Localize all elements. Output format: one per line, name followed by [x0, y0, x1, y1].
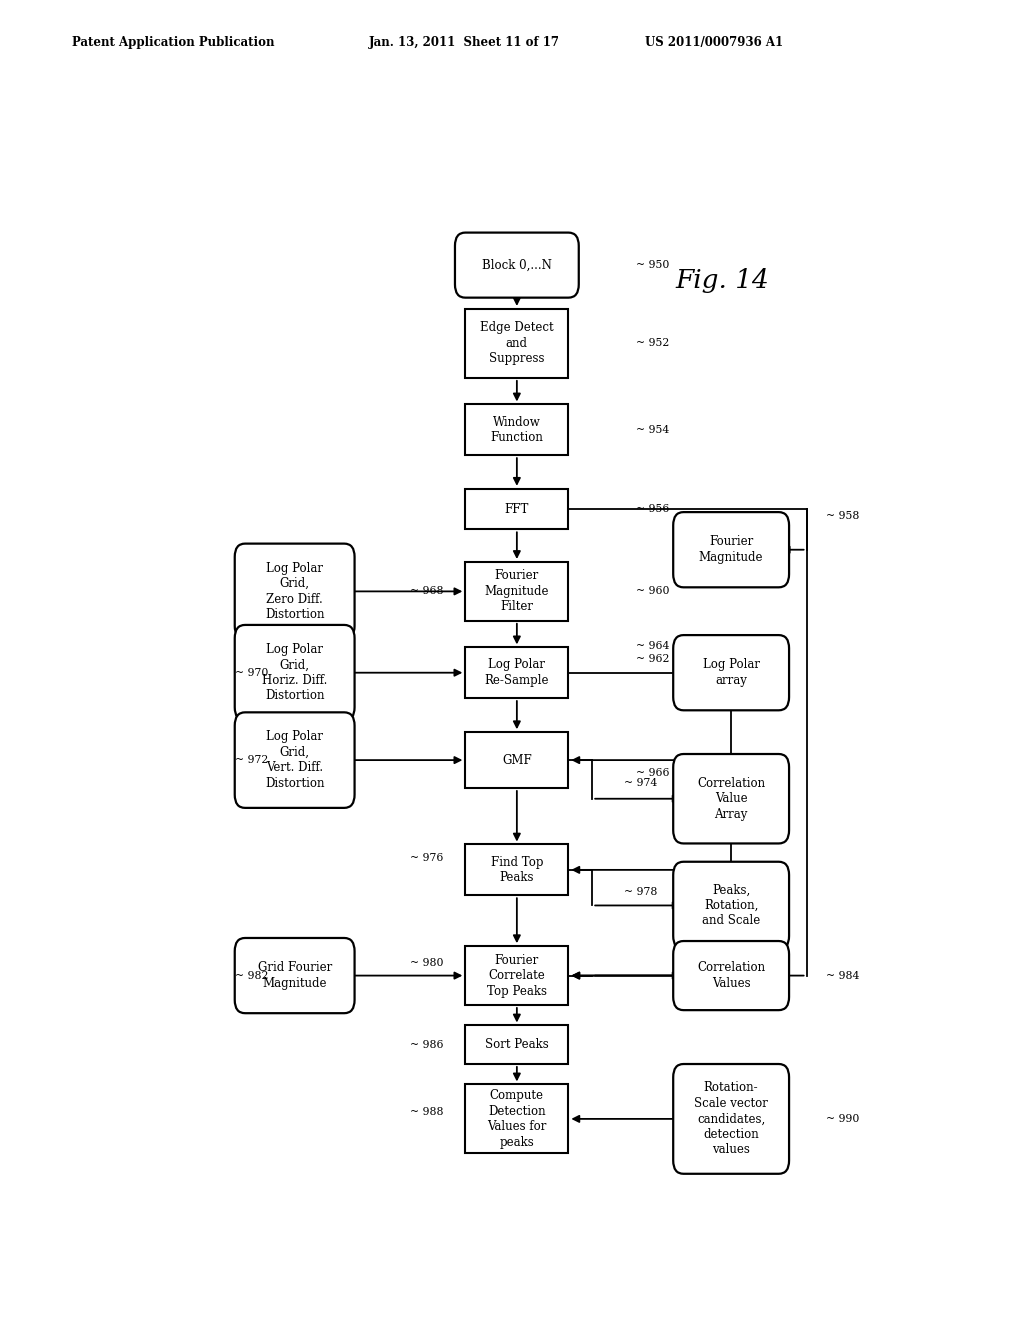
Text: Fourier
Correlate
Top Peaks: Fourier Correlate Top Peaks — [486, 953, 547, 998]
FancyBboxPatch shape — [465, 404, 568, 455]
Text: ~ 974: ~ 974 — [624, 779, 657, 788]
Text: ~ 972: ~ 972 — [236, 755, 268, 766]
Text: Grid Fourier
Magnitude: Grid Fourier Magnitude — [257, 961, 332, 990]
Text: GMF: GMF — [502, 754, 531, 767]
FancyBboxPatch shape — [455, 232, 579, 297]
Text: ~ 988: ~ 988 — [410, 1106, 443, 1117]
Text: ~ 990: ~ 990 — [826, 1114, 860, 1123]
FancyBboxPatch shape — [673, 941, 790, 1010]
Text: ~ 982: ~ 982 — [236, 970, 268, 981]
FancyBboxPatch shape — [673, 1064, 790, 1173]
Text: Log Polar
Grid,
Horiz. Diff.
Distortion: Log Polar Grid, Horiz. Diff. Distortion — [262, 643, 328, 702]
Text: ~ 976: ~ 976 — [410, 853, 443, 863]
Text: Sort Peaks: Sort Peaks — [485, 1039, 549, 1051]
Text: ~ 970: ~ 970 — [236, 668, 268, 677]
FancyBboxPatch shape — [465, 733, 568, 788]
Text: ~ 960: ~ 960 — [636, 586, 670, 597]
FancyBboxPatch shape — [465, 1084, 568, 1154]
Text: Peaks,
Rotation,
and Scale: Peaks, Rotation, and Scale — [702, 883, 760, 928]
Text: Correlation
Value
Array: Correlation Value Array — [697, 776, 765, 821]
Text: Log Polar
Grid,
Zero Diff.
Distortion: Log Polar Grid, Zero Diff. Distortion — [265, 561, 325, 622]
Text: ~ 958: ~ 958 — [826, 511, 860, 521]
FancyBboxPatch shape — [465, 946, 568, 1005]
Text: Edge Detect
and
Suppress: Edge Detect and Suppress — [480, 321, 554, 366]
Text: ~ 986: ~ 986 — [410, 1040, 443, 1049]
Text: ~ 968: ~ 968 — [410, 586, 443, 597]
Text: ~ 984: ~ 984 — [826, 970, 860, 981]
FancyBboxPatch shape — [234, 713, 354, 808]
Text: ~ 962: ~ 962 — [636, 655, 670, 664]
Text: ~ 980: ~ 980 — [410, 958, 443, 969]
FancyBboxPatch shape — [234, 939, 354, 1014]
FancyBboxPatch shape — [234, 544, 354, 639]
Text: ~ 956: ~ 956 — [636, 504, 670, 513]
FancyBboxPatch shape — [673, 754, 790, 843]
FancyBboxPatch shape — [465, 562, 568, 620]
Text: Log Polar
array: Log Polar array — [702, 659, 760, 686]
Text: Correlation
Values: Correlation Values — [697, 961, 765, 990]
FancyBboxPatch shape — [465, 647, 568, 698]
Text: Log Polar
Grid,
Vert. Diff.
Distortion: Log Polar Grid, Vert. Diff. Distortion — [265, 730, 325, 789]
Text: Patent Application Publication: Patent Application Publication — [72, 36, 274, 49]
FancyBboxPatch shape — [465, 1026, 568, 1064]
Text: Jan. 13, 2011  Sheet 11 of 17: Jan. 13, 2011 Sheet 11 of 17 — [369, 36, 560, 49]
FancyBboxPatch shape — [465, 845, 568, 895]
Text: Fourier
Magnitude
Filter: Fourier Magnitude Filter — [484, 569, 549, 614]
Text: Fourier
Magnitude: Fourier Magnitude — [699, 536, 763, 564]
FancyBboxPatch shape — [234, 624, 354, 721]
FancyBboxPatch shape — [465, 488, 568, 529]
Text: FFT: FFT — [505, 503, 529, 516]
Text: ~ 950: ~ 950 — [636, 260, 670, 271]
Text: Find Top
Peaks: Find Top Peaks — [490, 855, 543, 884]
Text: ~ 964: ~ 964 — [636, 642, 670, 651]
FancyBboxPatch shape — [465, 309, 568, 378]
FancyBboxPatch shape — [673, 635, 790, 710]
Text: Window
Function: Window Function — [490, 416, 544, 444]
FancyBboxPatch shape — [673, 512, 790, 587]
Text: ~ 966: ~ 966 — [636, 768, 670, 779]
FancyBboxPatch shape — [673, 862, 790, 949]
Text: ~ 954: ~ 954 — [636, 425, 669, 434]
Text: Log Polar
Re-Sample: Log Polar Re-Sample — [484, 659, 549, 686]
Text: Block 0,...N: Block 0,...N — [482, 259, 552, 272]
Text: Rotation-
Scale vector
candidates,
detection
values: Rotation- Scale vector candidates, detec… — [694, 1081, 768, 1156]
Text: US 2011/0007936 A1: US 2011/0007936 A1 — [645, 36, 783, 49]
Text: Compute
Detection
Values for
peaks: Compute Detection Values for peaks — [487, 1089, 547, 1148]
Text: ~ 978: ~ 978 — [624, 887, 657, 898]
Text: ~ 952: ~ 952 — [636, 338, 670, 348]
Text: Fig. 14: Fig. 14 — [676, 268, 769, 293]
